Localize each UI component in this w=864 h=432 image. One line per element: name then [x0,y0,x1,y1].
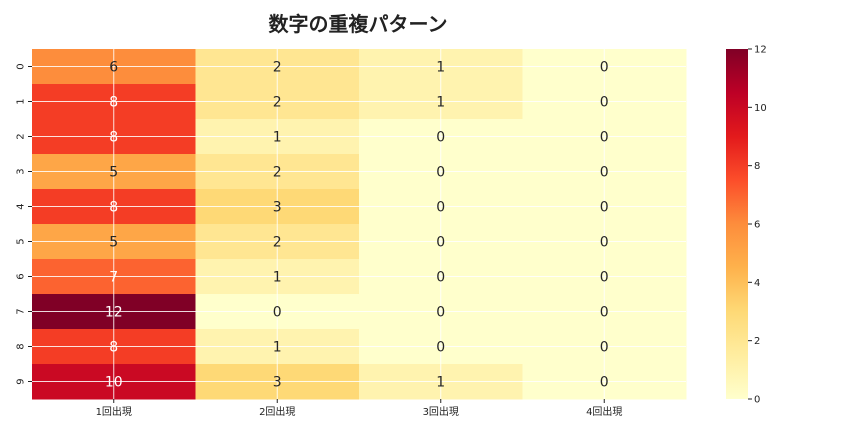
cell-value-label: 1 [436,95,445,111]
cell-value-label: 0 [273,305,282,321]
colorbar: 0 2 4 6 8 10 12 [726,45,767,406]
cell-value-label: 1 [273,340,282,356]
colorbar-tick-label: 4 [754,278,760,289]
cell-value-label: 8 [109,130,118,146]
cell-value-label: 3 [273,200,282,216]
y-tick-label: 4 [16,203,27,209]
cell-value-label: 1 [436,60,445,76]
y-tick-label: 1 [16,98,27,104]
cell-value-label: 0 [600,270,609,286]
cell-value-label: 0 [600,340,609,356]
y-tick-label: 3 [16,168,27,174]
cell-value-label: 0 [436,165,445,181]
cell-value-label: 1 [436,375,445,391]
colorbar-tick-label: 0 [754,395,760,406]
y-tick-label: 8 [16,343,27,349]
cell-value-label: 6 [109,60,118,76]
x-axis: 1回出現 2回出現 3回出現 4回出現 [96,399,622,418]
cell-value-label: 0 [436,305,445,321]
colorbar-gradient [726,49,748,399]
cell-value-label: 8 [109,340,118,356]
colorbar-tick-label: 2 [754,336,760,347]
chart-title: 数字の重複パターン [268,12,448,36]
y-tick-label: 6 [16,273,27,279]
cell-value-label: 8 [109,95,118,111]
cell-labels: 6 2 1 08 2 1 08 1 0 05 2 0 08 3 0 05 2 0 07 1 0 012 0 0 08 1 0 010 3… [105,60,609,391]
cell-value-label: 5 [109,165,118,181]
cell-value-label: 0 [600,130,609,146]
y-tick-label: 5 [16,238,27,244]
cell-value-label: 0 [600,60,609,76]
colorbar-tick-label: 6 [754,220,760,231]
cell-value-label: 1 [273,270,282,286]
cell-value-label: 0 [436,235,445,251]
cell-value-label: 2 [273,95,282,111]
y-tick-label: 2 [16,133,27,139]
cell-value-label: 0 [436,200,445,216]
x-tick-label: 3回出現 [423,405,459,418]
cell-value-label: 12 [105,305,123,321]
cell-value-label: 3 [273,375,282,391]
cell-value-label: 0 [600,95,609,111]
cell-value-label: 10 [105,375,123,391]
y-tick-label: 0 [16,63,27,69]
x-tick-label: 2回出現 [259,405,295,418]
x-tick-label: 1回出現 [96,405,132,418]
y-axis: 0 1 2 3 4 5 6 7 8 9 [16,63,32,385]
cell-value-label: 2 [273,60,282,76]
cell-value-label: 0 [436,270,445,286]
colorbar-tick-label: 8 [754,161,760,172]
cell-value-label: 2 [273,165,282,181]
x-tick-label: 4回出現 [586,405,622,418]
cell-value-label: 1 [273,130,282,146]
cell-value-label: 7 [109,270,118,286]
cell-value-label: 0 [600,305,609,321]
colorbar-tick-label: 12 [754,45,767,56]
cell-value-label: 0 [600,165,609,181]
cell-value-label: 0 [600,375,609,391]
cell-value-label: 0 [600,235,609,251]
y-tick-label: 9 [16,378,27,384]
cell-value-label: 0 [436,340,445,356]
y-tick-label: 7 [16,308,27,314]
cell-value-label: 8 [109,200,118,216]
cell-value-label: 5 [109,235,118,251]
gridlines [32,49,686,399]
colorbar-tick-label: 10 [754,103,767,114]
cell-value-label: 2 [273,235,282,251]
cell-value-label: 0 [600,200,609,216]
cell-value-label: 0 [436,130,445,146]
